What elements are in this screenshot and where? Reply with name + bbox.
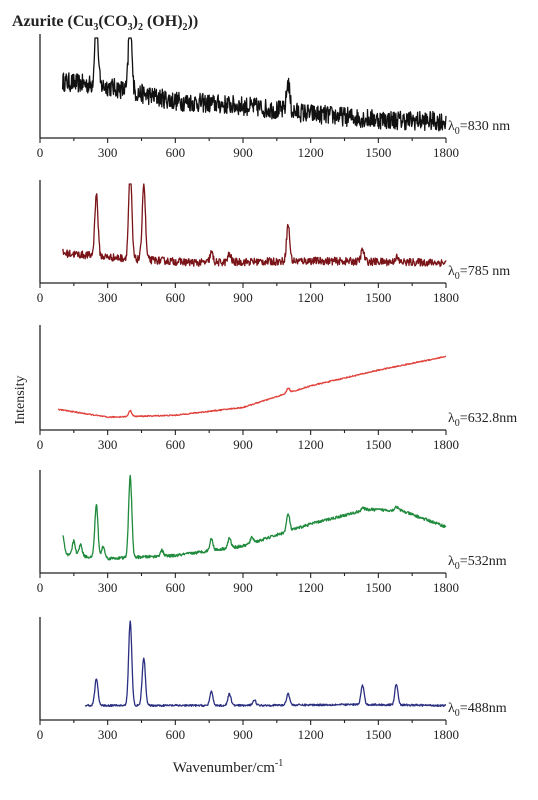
x-tick-label: 1200 — [298, 145, 324, 160]
spectrum-panel-3: 0 300 600 900 1200 1500 1800 λ0=632.8nm — [37, 325, 517, 452]
x-tick-label: 1500 — [365, 290, 391, 305]
x-tick-label: 900 — [233, 727, 253, 742]
x-tick-label: 1200 — [298, 580, 324, 595]
x-tick-label: 1200 — [298, 437, 324, 452]
x-tick-label: 1500 — [365, 580, 391, 595]
spectrum-line — [84, 620, 447, 708]
x-tick-label: 600 — [166, 580, 186, 595]
spectrum-panel-4: 0 300 600 900 1200 1500 1800 λ0=532nm — [37, 470, 507, 595]
x-tick-label: 1800 — [433, 727, 459, 742]
x-tick-label: 600 — [166, 727, 186, 742]
x-tick-label: 1800 — [433, 145, 459, 160]
excitation-wavelength-label: λ0=785 nm — [448, 264, 510, 282]
x-tick-label: 300 — [98, 727, 118, 742]
spectrum-line — [62, 474, 447, 561]
x-tick-label: 0 — [37, 727, 44, 742]
y-axis-label: Intensity — [13, 376, 28, 425]
x-tick-label: 1500 — [365, 727, 391, 742]
x-tick-label: 600 — [166, 290, 186, 305]
x-tick-label: 900 — [233, 290, 253, 305]
x-tick-label: 1800 — [433, 580, 459, 595]
spectrum-panel-2: 0 300 600 900 1200 1500 1800 λ0=785 nm — [37, 180, 510, 305]
excitation-wavelength-label: λ0=632.8nm — [448, 411, 517, 429]
x-tick-label: 1500 — [365, 437, 391, 452]
spectrum-line — [61, 183, 447, 268]
x-tick-label: 0 — [37, 580, 44, 595]
spectrum-line — [61, 37, 447, 132]
x-tick-label: 0 — [37, 437, 44, 452]
x-tick-label: 600 — [166, 145, 186, 160]
excitation-wavelength-label: λ0=532nm — [448, 554, 507, 572]
x-tick-label: 1500 — [365, 145, 391, 160]
excitation-wavelength-label: λ0=830 nm — [448, 119, 510, 137]
figure-title: Azurite (Cu3(CO3)2 (OH)2)) — [12, 13, 198, 33]
x-tick-label: 900 — [233, 145, 253, 160]
excitation-wavelength-label: λ0=488nm — [448, 701, 507, 719]
x-tick-label: 300 — [98, 290, 118, 305]
spectrum-panel-5: 0 300 600 900 1200 1500 1800 λ0=488nm — [37, 617, 507, 742]
x-tick-label: 1200 — [298, 727, 324, 742]
x-tick-label: 1200 — [298, 290, 324, 305]
x-tick-label: 1800 — [433, 290, 459, 305]
x-tick-label: 1800 — [433, 437, 459, 452]
x-tick-label: 300 — [98, 145, 118, 160]
x-tick-label: 0 — [37, 145, 44, 160]
x-tick-label: 600 — [166, 437, 186, 452]
x-axis-label: Wavenumber/cm-1 — [173, 758, 283, 776]
x-tick-label: 900 — [233, 437, 253, 452]
x-tick-label: 900 — [233, 580, 253, 595]
x-tick-label: 300 — [98, 437, 118, 452]
x-tick-label: 300 — [98, 580, 118, 595]
spectrum-line — [57, 355, 447, 419]
spectrum-panel-1: 0 300 600 900 1200 1500 1800 λ0=830 nm — [37, 34, 510, 160]
x-tick-label: 0 — [37, 290, 44, 305]
